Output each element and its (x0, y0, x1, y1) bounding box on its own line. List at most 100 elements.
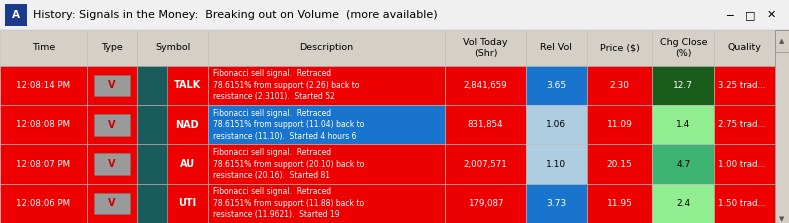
Text: TALK: TALK (174, 81, 200, 91)
Text: ▲: ▲ (780, 38, 784, 44)
Text: 831,854: 831,854 (468, 120, 503, 129)
Text: Description: Description (300, 43, 353, 52)
Bar (445, 30, 526, 66)
Bar (586, 145, 653, 184)
Text: 12:08:07 PM: 12:08:07 PM (17, 159, 70, 169)
Text: V: V (108, 81, 116, 91)
Text: Price ($): Price ($) (600, 43, 639, 52)
Text: ▼: ▼ (780, 216, 784, 222)
Text: V: V (108, 198, 116, 208)
Bar (0, 66, 87, 105)
Bar (137, 105, 167, 145)
Bar (208, 184, 445, 223)
Bar (137, 184, 208, 223)
Text: ✕: ✕ (766, 10, 776, 20)
Text: 12:08:06 PM: 12:08:06 PM (17, 199, 70, 208)
Bar (526, 184, 586, 223)
Text: 1.50 trad...: 1.50 trad... (717, 199, 765, 208)
Text: History: Signals in the Money:  Breaking out on Volume  (more available): History: Signals in the Money: Breaking … (33, 10, 438, 20)
Bar (5, 4, 27, 27)
Text: 12.7: 12.7 (673, 81, 694, 90)
Bar (445, 184, 526, 223)
Bar (137, 184, 167, 223)
Text: Fibonacci sell signal.  Retraced
78.6151% from support (11.04) back to
resistanc: Fibonacci sell signal. Retraced 78.6151%… (213, 109, 365, 141)
Bar (87, 105, 137, 145)
Text: 1.4: 1.4 (676, 120, 690, 129)
Text: 4.7: 4.7 (676, 159, 690, 169)
Bar (526, 105, 586, 145)
Bar (87, 66, 137, 105)
Text: Chg Close
(%): Chg Close (%) (660, 38, 707, 58)
Text: V: V (108, 120, 116, 130)
Text: Fibonacci sell signal.  Retraced
78.6151% from support (2.26) back to
resistance: Fibonacci sell signal. Retraced 78.6151%… (213, 70, 360, 101)
Text: 2,841,659: 2,841,659 (464, 81, 507, 90)
Bar (714, 30, 775, 66)
Text: Fibonacci sell signal.  Retraced
78.6151% from support (20.10) back to
resistanc: Fibonacci sell signal. Retraced 78.6151%… (213, 148, 365, 180)
Text: 1.10: 1.10 (546, 159, 567, 169)
Bar (137, 66, 208, 105)
Bar (653, 30, 714, 66)
Text: 3.65: 3.65 (546, 81, 567, 90)
Text: 20.15: 20.15 (607, 159, 632, 169)
Bar (586, 30, 653, 66)
Bar (714, 145, 775, 184)
Bar (526, 30, 586, 66)
Bar (775, 30, 789, 52)
Text: 11.09: 11.09 (607, 120, 633, 129)
Text: Fibonacci sell signal.  Retraced
78.6151% from support (11.88) back to
resistanc: Fibonacci sell signal. Retraced 78.6151%… (213, 187, 365, 219)
Text: 3.25 trad...: 3.25 trad... (717, 81, 765, 90)
Bar (137, 66, 167, 105)
Bar (94, 153, 130, 175)
Text: AU: AU (179, 159, 195, 169)
Bar (0, 184, 87, 223)
Bar (137, 145, 208, 184)
Text: 1.06: 1.06 (546, 120, 567, 129)
Text: A: A (12, 10, 20, 20)
Bar (586, 184, 653, 223)
Bar (445, 66, 526, 105)
Bar (208, 105, 445, 145)
Bar (653, 145, 714, 184)
Text: 12:08:08 PM: 12:08:08 PM (17, 120, 70, 129)
Bar (87, 30, 137, 66)
Bar (137, 105, 208, 145)
Text: 2.4: 2.4 (676, 199, 690, 208)
Text: Symbol: Symbol (155, 43, 190, 52)
Bar (526, 66, 586, 105)
Text: 1.00 trad...: 1.00 trad... (717, 159, 765, 169)
Bar (653, 66, 714, 105)
Text: Rel Vol: Rel Vol (540, 43, 572, 52)
Text: 179,087: 179,087 (468, 199, 503, 208)
Text: ─: ─ (726, 10, 732, 20)
Text: Time: Time (32, 43, 55, 52)
Bar (208, 66, 445, 105)
Text: 2.75 trad...: 2.75 trad... (717, 120, 765, 129)
Bar (137, 30, 208, 66)
Text: Quality: Quality (727, 43, 761, 52)
Bar (0, 105, 87, 145)
Bar (586, 66, 653, 105)
Bar (714, 66, 775, 105)
Bar (653, 184, 714, 223)
Text: V: V (108, 159, 116, 169)
Bar (87, 145, 137, 184)
Bar (586, 105, 653, 145)
Bar (775, 30, 789, 223)
Text: NAD: NAD (175, 120, 199, 130)
Bar (94, 192, 130, 214)
Bar (208, 30, 445, 66)
Bar (445, 145, 526, 184)
Text: Vol Today
(Shr): Vol Today (Shr) (463, 38, 507, 58)
Bar (445, 105, 526, 145)
Bar (208, 145, 445, 184)
Bar (94, 114, 130, 136)
Text: 2.30: 2.30 (609, 81, 630, 90)
Bar (714, 105, 775, 145)
Text: □: □ (745, 10, 756, 20)
Bar (137, 145, 167, 184)
Text: 2,007,571: 2,007,571 (463, 159, 507, 169)
Text: 12:08:14 PM: 12:08:14 PM (17, 81, 70, 90)
Text: Type: Type (101, 43, 123, 52)
Bar (87, 184, 137, 223)
Bar (653, 105, 714, 145)
